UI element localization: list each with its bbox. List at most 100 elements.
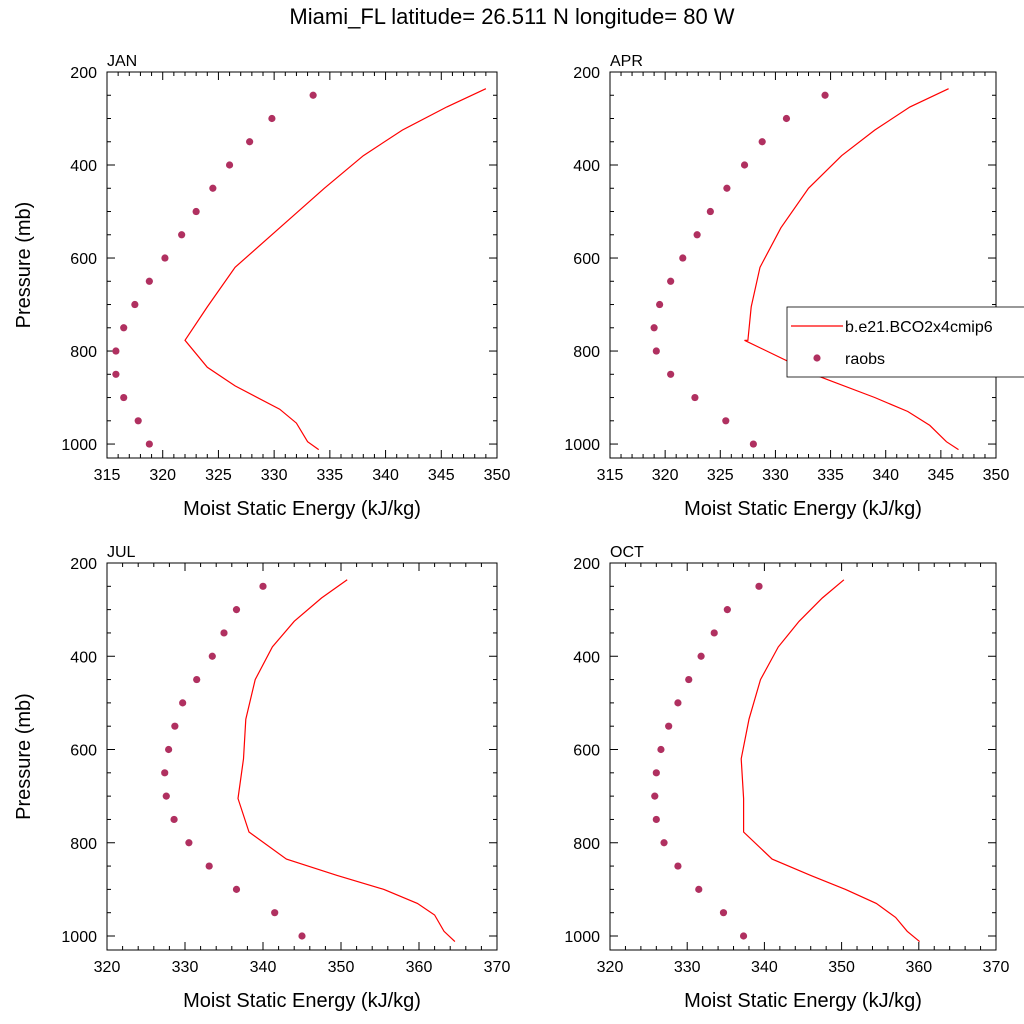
raobs-point xyxy=(185,839,193,847)
raobs-point xyxy=(740,161,749,169)
y-tick-label: 400 xyxy=(70,649,97,666)
x-tick-label: 330 xyxy=(674,959,701,976)
raobs-point xyxy=(719,909,728,917)
raobs-point xyxy=(821,91,829,99)
raobs-point xyxy=(268,114,276,123)
y-tick-label: 400 xyxy=(573,649,600,666)
raobs-point xyxy=(161,254,169,262)
raobs-point xyxy=(749,440,757,448)
raobs-point xyxy=(161,769,169,777)
plot-frame-oct xyxy=(609,562,997,951)
raobs-point xyxy=(209,184,217,192)
raobs-point xyxy=(134,417,142,425)
panel-label-jan: JAN xyxy=(107,53,137,70)
y-tick-label: 400 xyxy=(70,158,97,175)
y-tick-label: 200 xyxy=(70,65,97,82)
raobs-point xyxy=(271,909,279,917)
raobs-point xyxy=(246,138,254,146)
y-tick-label: 1000 xyxy=(61,929,97,946)
legend-obs-swatch xyxy=(813,354,821,362)
raobs-point xyxy=(652,347,660,355)
x-axis-title: Moist Static Energy (kJ/kg) xyxy=(183,990,421,1012)
raobs-point xyxy=(131,300,139,309)
y-axis-title: Pressure (mb) xyxy=(13,693,35,820)
x-tick-label: 340 xyxy=(751,959,778,976)
raobs-point xyxy=(205,862,213,870)
x-tick-label: 320 xyxy=(149,467,176,484)
raobs-point xyxy=(782,114,791,123)
legend-box xyxy=(786,306,1024,378)
raobs-point xyxy=(723,184,731,192)
raobs-point xyxy=(298,932,306,940)
y-tick-label: 200 xyxy=(573,556,600,573)
raobs-point xyxy=(691,393,699,402)
raobs-point xyxy=(665,722,673,730)
y-tick-label: 1000 xyxy=(564,437,600,454)
raobs-point xyxy=(120,393,128,402)
x-tick-label: 335 xyxy=(817,467,844,484)
raobs-point xyxy=(309,91,317,99)
raobs-point xyxy=(651,792,659,800)
raobs-point xyxy=(112,370,120,378)
model-line-jan xyxy=(184,88,487,451)
x-tick-label: 370 xyxy=(983,959,1010,976)
raobs-point xyxy=(120,324,128,332)
x-tick-label: 370 xyxy=(484,959,511,976)
raobs-point xyxy=(660,839,668,847)
x-tick-label: 320 xyxy=(652,467,679,484)
plot-frame-apr xyxy=(609,71,997,459)
x-axis-title: Moist Static Energy (kJ/kg) xyxy=(684,990,922,1012)
raobs-point xyxy=(710,629,718,637)
x-axis-title: Moist Static Energy (kJ/kg) xyxy=(183,498,421,520)
y-tick-label: 1000 xyxy=(61,437,97,454)
x-tick-label: 335 xyxy=(317,467,344,484)
y-axis-title: Pressure (mb) xyxy=(13,202,35,329)
x-axis-title: Moist Static Energy (kJ/kg) xyxy=(684,498,922,520)
x-tick-label: 350 xyxy=(983,467,1010,484)
raobs-point xyxy=(722,417,730,425)
x-tick-label: 315 xyxy=(597,467,624,484)
raobs-point xyxy=(695,885,703,893)
x-tick-label: 330 xyxy=(762,467,789,484)
panel-label-oct: OCT xyxy=(610,544,644,561)
x-tick-label: 350 xyxy=(828,959,855,976)
x-tick-label: 325 xyxy=(707,467,734,484)
x-tick-label: 340 xyxy=(372,467,399,484)
raobs-point xyxy=(706,207,714,216)
model-line-oct xyxy=(740,579,920,943)
y-tick-label: 600 xyxy=(573,251,600,268)
figure-title: Miami_FL latitude= 26.511 N longitude= 8… xyxy=(289,4,735,29)
raobs-point xyxy=(679,254,687,262)
raobs-point xyxy=(650,324,658,332)
x-tick-label: 320 xyxy=(94,959,121,976)
raobs-point xyxy=(171,722,179,730)
y-tick-label: 800 xyxy=(573,344,600,361)
panel-label-apr: APR xyxy=(610,53,643,70)
raobs-point xyxy=(179,699,187,707)
raobs-point xyxy=(193,675,201,684)
y-tick-label: 600 xyxy=(70,743,97,760)
raobs-point xyxy=(657,745,665,754)
raobs-point xyxy=(723,606,731,614)
raobs-point xyxy=(697,652,705,660)
x-tick-label: 350 xyxy=(328,959,355,976)
raobs-point xyxy=(165,745,173,754)
raobs-point xyxy=(674,699,682,707)
raobs-point xyxy=(739,932,748,940)
x-tick-label: 360 xyxy=(905,959,932,976)
raobs-point xyxy=(652,769,660,777)
y-tick-label: 800 xyxy=(70,836,97,853)
raobs-point xyxy=(145,277,153,285)
x-tick-label: 360 xyxy=(406,959,433,976)
raobs-point xyxy=(685,675,693,684)
y-tick-label: 600 xyxy=(573,743,600,760)
x-tick-label: 320 xyxy=(597,959,624,976)
y-tick-label: 200 xyxy=(70,556,97,573)
x-tick-label: 345 xyxy=(428,467,455,484)
y-tick-label: 400 xyxy=(573,158,600,175)
raobs-point xyxy=(232,885,241,893)
raobs-point xyxy=(170,815,178,824)
x-tick-label: 325 xyxy=(205,467,232,484)
raobs-point xyxy=(145,440,153,448)
